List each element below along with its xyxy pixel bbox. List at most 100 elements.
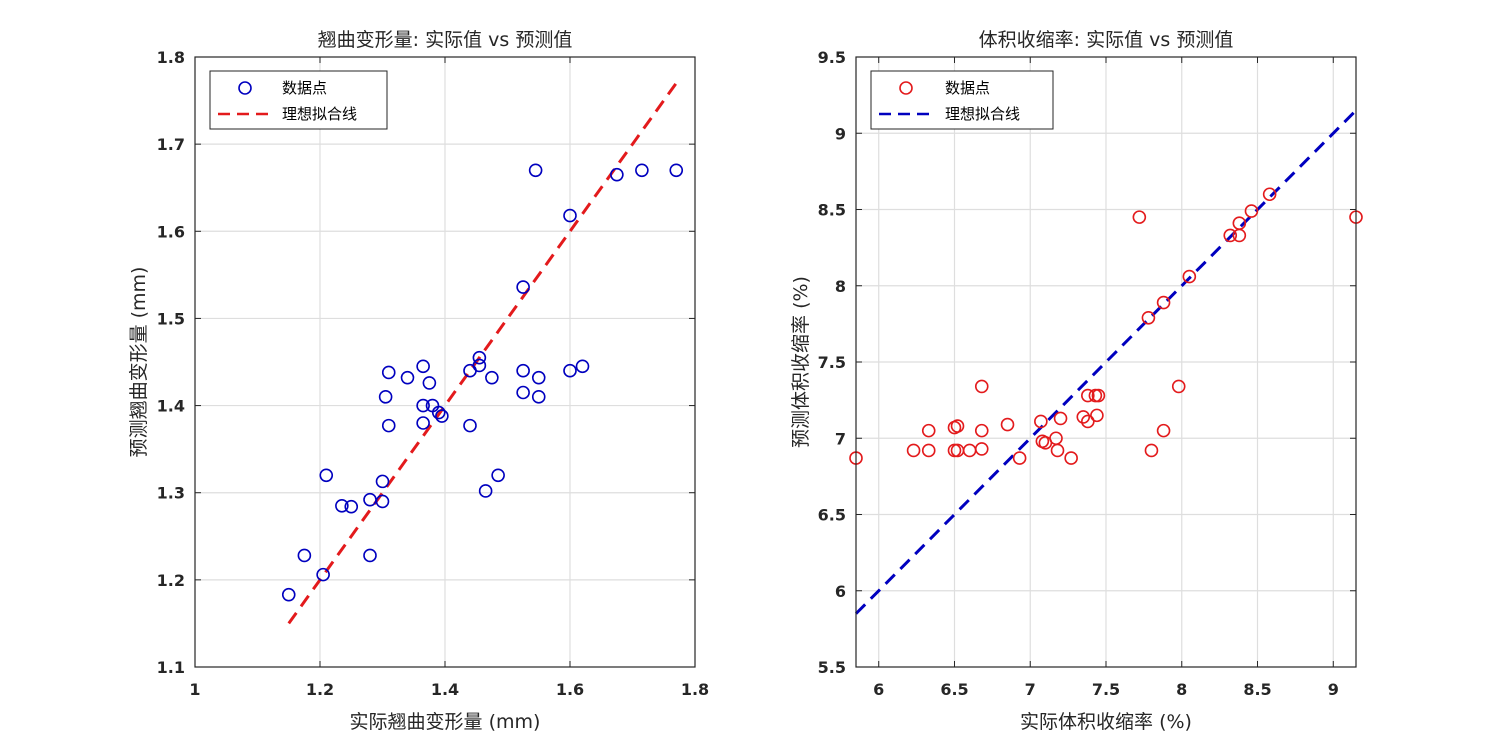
shrinkage-data-point: [906, 443, 921, 458]
shrinkage-x-tick-label: 8: [1176, 680, 1187, 699]
shrinkage-chart: 体积收缩率: 实际值 vs 预测值 6 6.5 7 7.5 8 8.5 9 5.5 6 6.5 7 7…: [790, 29, 1363, 733]
warpage-data-point: [563, 363, 577, 378]
shrinkage-data-point: [1034, 414, 1048, 429]
shrinkage-x-axis-title: 实际体积收缩率 (%): [1020, 711, 1192, 733]
warpage-data-point: [416, 398, 430, 413]
shrinkage-data-point: [1050, 443, 1065, 458]
warpage-y-tick-label: 1.4: [157, 397, 185, 416]
shrinkage-y-tick-label: 7: [835, 429, 846, 448]
shrinkage-data-point: [1081, 388, 1095, 403]
shrinkage-grid: [856, 57, 1356, 667]
warpage-y-tick-label: 1.8: [157, 48, 185, 67]
warpage-data-point: [416, 416, 430, 430]
warpage-data-point: [472, 358, 487, 373]
shrinkage-data-point: [921, 423, 936, 438]
warpage-data-point: [378, 390, 393, 404]
shrinkage-y-tick-label: 6.5: [818, 506, 846, 525]
warpage-x-axis-title: 实际翘曲变形量 (mm): [350, 711, 541, 733]
shrinkage-x-tick-label: 7: [1025, 680, 1036, 699]
warpage-data-point: [375, 474, 390, 489]
shrinkage-y-tick-label: 9: [835, 124, 846, 143]
shrinkage-x-tick-label: 9: [1328, 680, 1339, 699]
warpage-x-tick-label: 1.4: [431, 680, 459, 699]
warpage-x-tick-label: 1.6: [556, 680, 584, 699]
shrinkage-data-point: [1132, 210, 1147, 224]
shrinkage-data-point: [921, 443, 936, 458]
shrinkage-y-tick-label: 8.5: [818, 201, 846, 220]
warpage-y-tick-label: 1.6: [157, 222, 185, 241]
warpage-y-tick-label: 1.7: [157, 135, 185, 154]
warpage-data-point: [491, 468, 505, 483]
warpage-data-point: [422, 376, 437, 390]
shrinkage-data-point: [1223, 228, 1238, 243]
warpage-data-point: [335, 498, 349, 513]
warpage-data-point: [463, 418, 477, 433]
shrinkage-data-point: [1182, 269, 1197, 284]
shrinkage-ideal-fit-line: [854, 109, 1358, 615]
shrinkage-x-tick-label: 6.5: [940, 680, 968, 699]
warpage-y-tick-label: 1.2: [157, 571, 185, 590]
warpage-data-point: [319, 468, 334, 483]
warpage-y-tick-label: 1.5: [157, 309, 185, 328]
warpage-y-axis-title: 预测翘曲变形量 (mm): [128, 267, 150, 458]
shrinkage-y-tick-label: 8: [835, 277, 846, 296]
shrinkage-data-point: [1053, 411, 1068, 426]
shrinkage-legend: 数据点 理想拟合线: [870, 70, 1054, 130]
shrinkage-data-point: [1076, 410, 1091, 424]
warpage-legend-label-line: 理想拟合线: [282, 105, 357, 123]
warpage-data-point: [431, 405, 446, 420]
warpage-legend-marker: [238, 81, 252, 95]
shrinkage-data-point: [1081, 414, 1095, 429]
warpage-data-point: [344, 499, 359, 514]
shrinkage-x-tick-label: 8.5: [1243, 680, 1271, 699]
warpage-chart: 翘曲变形量: 实际值 vs 预测值 1 1.2 1.4 1.6 1.8 1.1 1.2 1.3…: [128, 29, 709, 733]
warpage-legend-label-points: 数据点: [282, 79, 327, 97]
warpage-points: [281, 163, 684, 602]
shrinkage-data-point: [1244, 204, 1259, 218]
warpage-data-point: [516, 363, 530, 378]
warpage-data-point: [531, 370, 546, 385]
shrinkage-data-point: [974, 423, 989, 438]
warpage-ticks: 1 1.2 1.4 1.6 1.8 1.1 1.2 1.3 1.4 1.5 1.6 1.7 1.8: [157, 48, 710, 699]
warpage-data-point: [478, 484, 493, 498]
shrinkage-data-point: [1091, 388, 1106, 403]
warpage-data-point: [375, 494, 390, 509]
warpage-x-tick-label: 1.8: [681, 680, 709, 699]
shrinkage-data-point: [974, 379, 989, 394]
warpage-data-point: [516, 385, 530, 400]
shrinkage-data-point: [1141, 310, 1156, 325]
warpage-grid: [195, 57, 695, 667]
warpage-chart-title: 翘曲变形量: 实际值 vs 预测值: [318, 29, 573, 51]
warpage-data-point: [610, 167, 624, 182]
warpage-data-point: [297, 548, 312, 563]
warpage-data-point: [516, 280, 530, 294]
warpage-data-point: [531, 390, 546, 404]
warpage-data-point: [400, 370, 415, 385]
warpage-x-tick-label: 1.2: [306, 680, 334, 699]
warpage-data-point: [381, 418, 396, 433]
warpage-legend: 数据点 理想拟合线: [209, 70, 388, 130]
shrinkage-y-tick-label: 9.5: [818, 48, 846, 67]
shrinkage-ticks: 6 6.5 7 7.5 8 8.5 9 5.5 6 6.5 7 7.5 8 8.5 9 9.5: [818, 48, 1356, 699]
warpage-legend-box: [209, 70, 388, 130]
warpage-y-tick-label: 1.1: [157, 658, 185, 677]
shrinkage-data-point: [974, 442, 989, 456]
warpage-data-point: [669, 163, 684, 178]
warpage-data-point: [635, 163, 649, 178]
shrinkage-data-point: [1156, 423, 1171, 438]
warpage-x-tick-label: 1: [189, 680, 200, 699]
shrinkage-data-point: [1262, 187, 1277, 202]
shrinkage-data-point: [1090, 408, 1104, 423]
shrinkage-data-point: [1171, 379, 1186, 394]
warpage-data-point: [281, 587, 296, 602]
warpage-data-point: [563, 208, 577, 223]
shrinkage-legend-label-points: 数据点: [945, 79, 990, 97]
shrinkage-data-point: [1232, 228, 1247, 243]
shrinkage-chart-title: 体积收缩率: 实际值 vs 预测值: [979, 29, 1234, 51]
shrinkage-ideal-line-layer: [854, 109, 1358, 615]
warpage-data-point: [381, 365, 396, 380]
shrinkage-x-tick-label: 7.5: [1092, 680, 1120, 699]
warpage-y-tick-label: 1.3: [157, 484, 185, 503]
shrinkage-y-tick-label: 6: [835, 582, 846, 601]
